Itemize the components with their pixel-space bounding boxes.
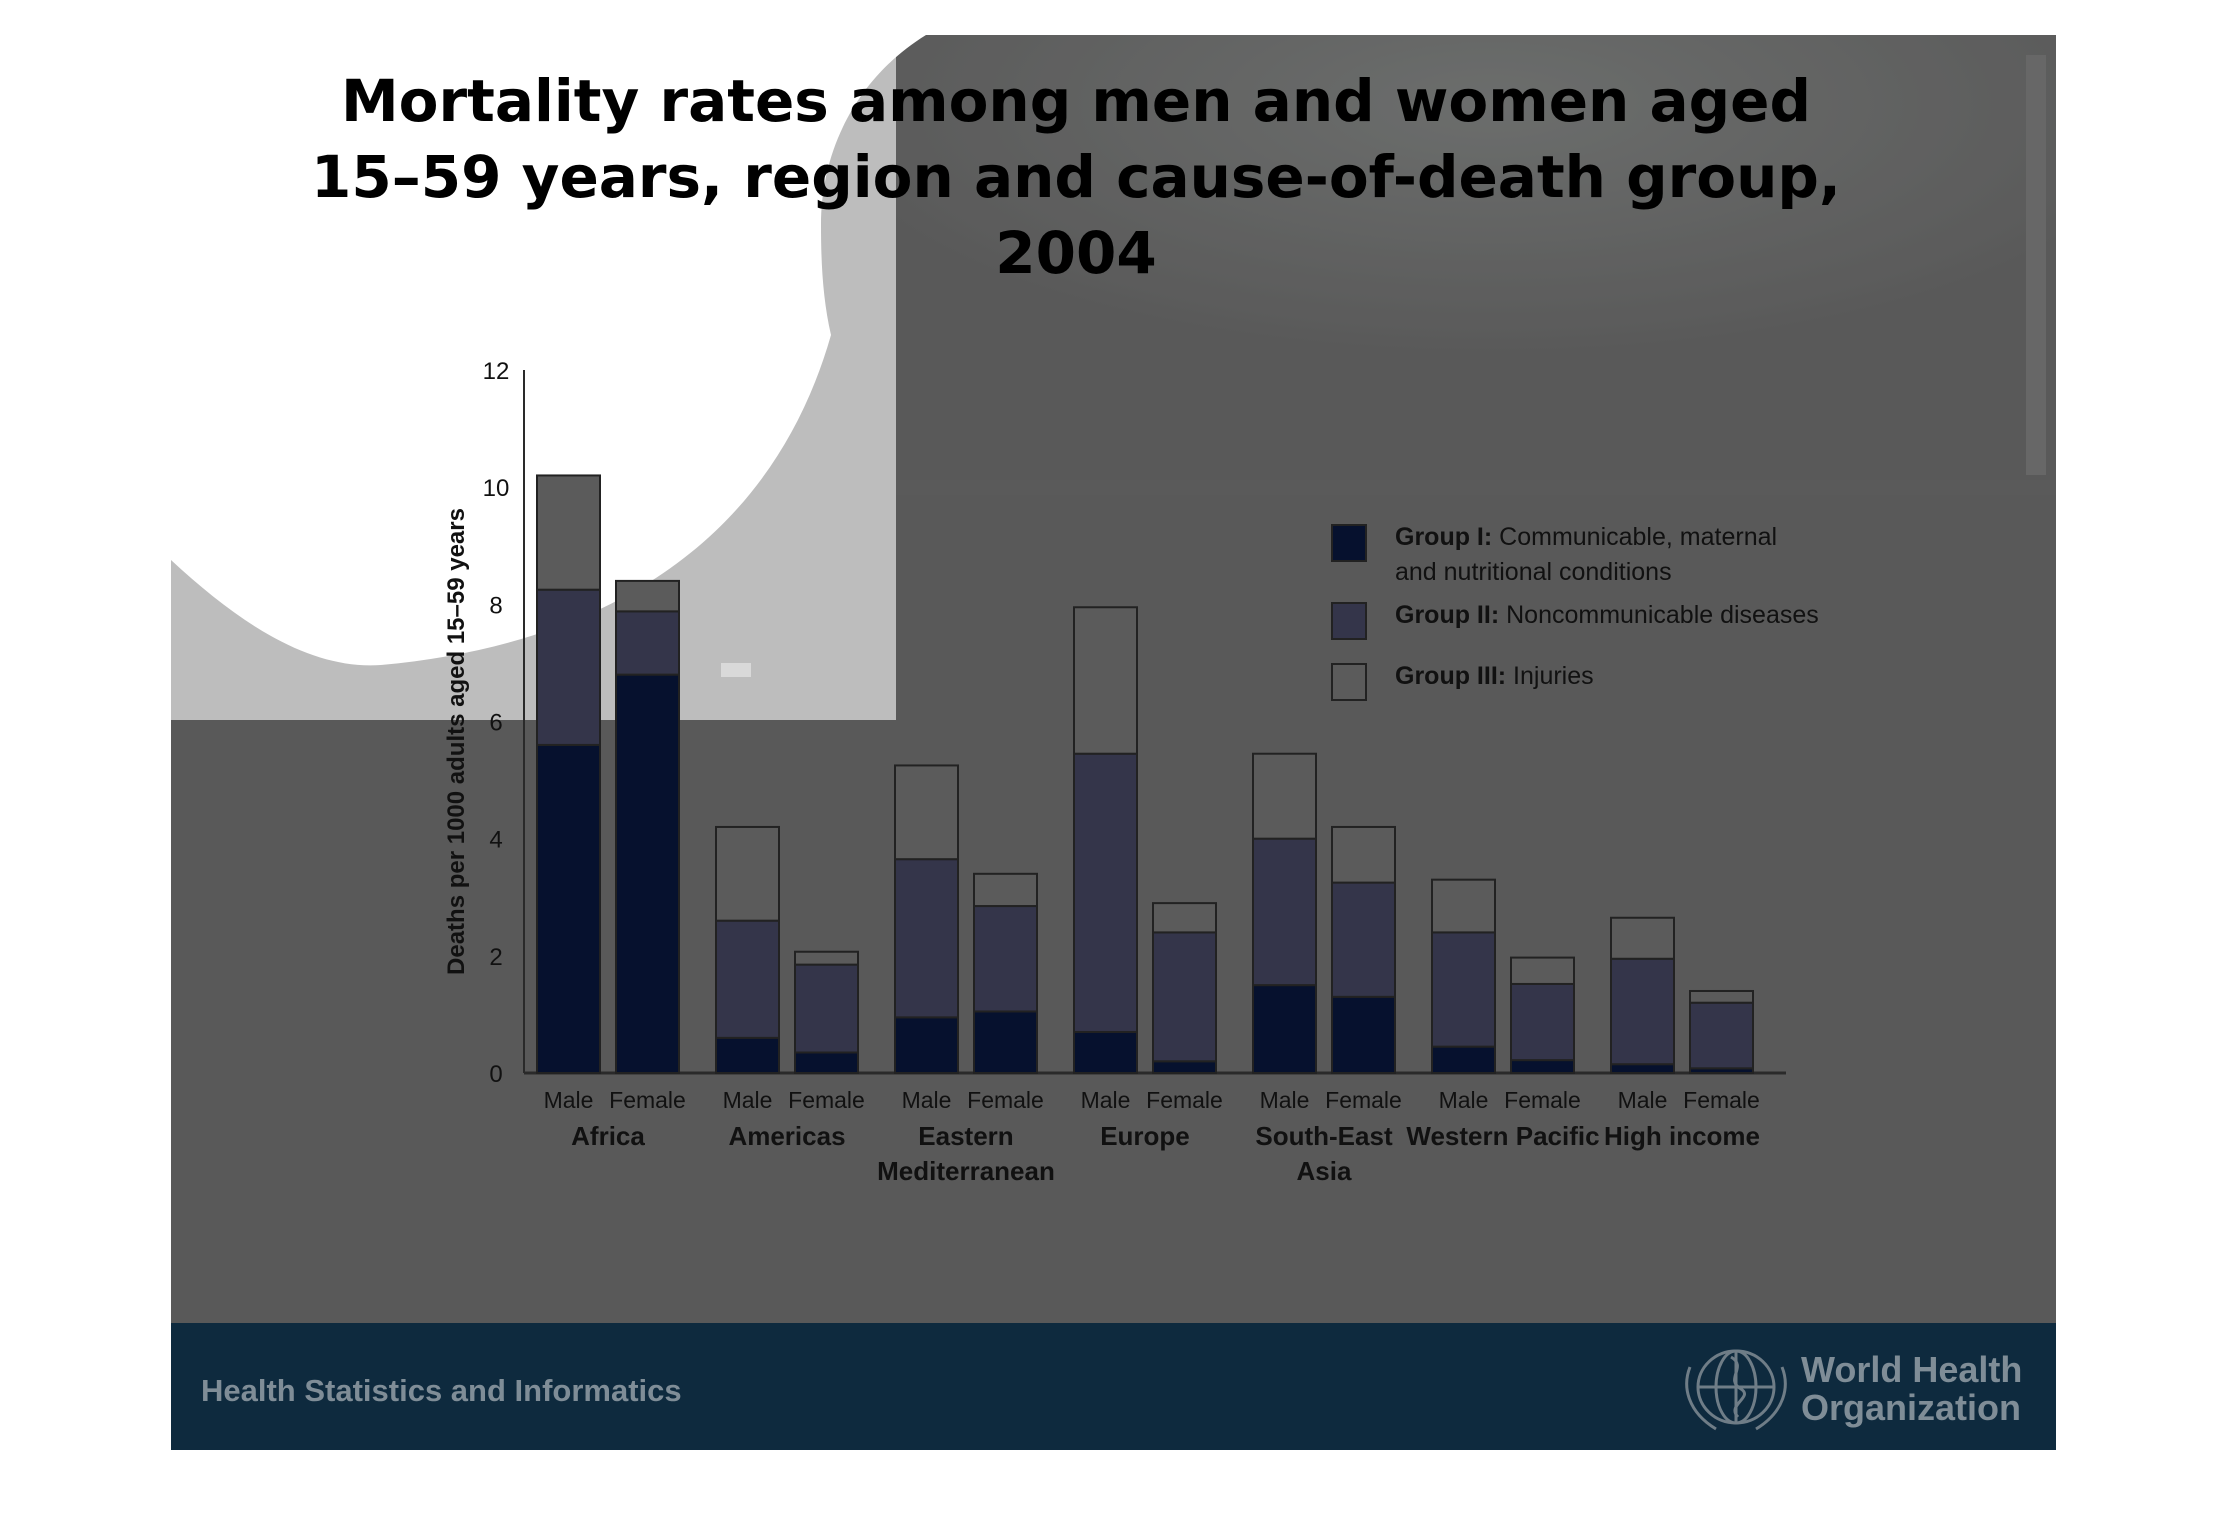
title-line-3: 2004	[995, 219, 1157, 287]
bar-segment-group-iii	[794, 950, 859, 966]
x-sex-label: Female	[1325, 1087, 1402, 1113]
bar-segment-group-iii	[1073, 606, 1138, 755]
x-sex-label: Female	[788, 1087, 865, 1113]
bar-segment-group-ii	[1431, 931, 1496, 1048]
legend-swatch-group-iii	[1331, 663, 1367, 701]
x-region-label: High income	[1604, 1121, 1760, 1151]
slide-background-graphic	[171, 35, 2056, 720]
bar-segment-group-ii	[715, 919, 780, 1039]
bar-segment-group-ii	[973, 905, 1038, 1013]
bar-segment-group-i	[1610, 1063, 1675, 1075]
bar-segment-group-iii	[1431, 878, 1496, 934]
who-organization-name: World Health Organization	[1801, 1351, 2022, 1427]
bar-segment-group-ii	[1689, 1001, 1754, 1070]
bar-segment-group-i	[1073, 1030, 1138, 1074]
x-region-label: Europe	[1100, 1121, 1190, 1151]
bar-segment-group-iii	[973, 872, 1038, 908]
y-tick-label: 0	[489, 1061, 502, 1088]
who-emblem-icon	[1685, 1349, 1787, 1431]
bar-segment-group-iii	[1689, 989, 1754, 1004]
x-sex-label: Female	[967, 1087, 1044, 1113]
who-name-line-2: Organization	[1801, 1387, 2022, 1428]
x-region-label: Americas	[728, 1121, 845, 1151]
legend-swatch-group-ii	[1331, 602, 1367, 640]
x-sex-label: Male	[544, 1087, 594, 1113]
x-region-label: Western Pacific	[1406, 1121, 1599, 1151]
y-tick-label: 6	[489, 710, 502, 737]
chart-title: Mortality rates among men and women aged…	[171, 63, 1981, 291]
x-sex-label: Male	[1260, 1087, 1310, 1113]
bar-segment-group-i	[1431, 1045, 1496, 1075]
bar-segment-group-iii	[715, 825, 780, 922]
bar-segment-group-ii	[894, 858, 959, 1019]
bar-segment-group-iii	[1331, 825, 1396, 884]
bar-segment-group-i	[1510, 1059, 1575, 1075]
x-sex-label: Male	[902, 1087, 952, 1113]
bar-segment-group-i	[894, 1016, 959, 1074]
bar-segment-group-ii	[1331, 881, 1396, 998]
y-tick-label: 8	[489, 592, 502, 619]
x-sex-label: Female	[609, 1087, 686, 1113]
bar-segment-group-iii	[615, 579, 680, 613]
x-sex-label: Female	[1146, 1087, 1223, 1113]
y-axis-title: Deaths per 1000 adults aged 15–59 years	[443, 508, 470, 975]
x-sex-label: Female	[1504, 1087, 1581, 1113]
legend-swatch-group-i	[1331, 524, 1367, 562]
bar-segment-group-ii	[1252, 837, 1317, 987]
bar-segment-group-iii	[1152, 902, 1217, 934]
title-line-2: 15–59 years, region and cause-of-death g…	[311, 143, 1841, 211]
bar-segment-group-ii	[1610, 957, 1675, 1066]
legend-label-continued: and nutritional conditions	[1395, 558, 1672, 586]
bar-segment-group-iii	[1610, 916, 1675, 960]
bar-segment-group-iii	[1252, 752, 1317, 840]
bar-segment-group-i	[1252, 984, 1317, 1074]
bar-segment-group-iii	[894, 764, 959, 861]
x-region-label: Asia	[1297, 1156, 1352, 1186]
x-region-label: Africa	[571, 1121, 645, 1151]
y-tick-label: 12	[483, 358, 510, 385]
bar-segment-group-i	[1152, 1060, 1217, 1074]
bar-segment-group-i	[715, 1036, 780, 1074]
x-region-label: South-East	[1255, 1121, 1393, 1151]
footer-department-text: Health Statistics and Informatics	[201, 1373, 682, 1408]
mortality-chart: 0 2 4 6 8 10 12 Deaths per 1000 adults aged 15–…	[443, 358, 1819, 1186]
x-sex-label: Male	[1439, 1087, 1489, 1113]
x-sex-label: Male	[1081, 1087, 1131, 1113]
bar-segment-group-ii	[794, 963, 859, 1054]
bar-segment-group-i	[536, 743, 601, 1075]
bar-segment-group-i	[973, 1010, 1038, 1074]
bar-segment-group-iii	[1510, 956, 1575, 985]
bar-segment-group-i	[794, 1051, 859, 1075]
x-sex-label: Male	[723, 1087, 773, 1113]
x-sex-label: Female	[1683, 1087, 1760, 1113]
y-tick-label: 4	[489, 827, 502, 854]
bar-segment-group-ii	[1510, 982, 1575, 1062]
x-region-label: Eastern	[918, 1121, 1013, 1151]
title-line-1: Mortality rates among men and women aged	[340, 67, 1812, 135]
slide: Mortality rates among men and women aged…	[171, 35, 2056, 1450]
who-name-line-1: World Health	[1801, 1349, 2023, 1390]
legend-label: Group II: Noncommunicable diseases	[1395, 601, 1819, 629]
bar-segment-group-i	[1331, 995, 1396, 1075]
y-tick-label: 10	[483, 475, 510, 502]
x-region-label: Mediterranean	[877, 1156, 1055, 1186]
bar-segment-group-i	[615, 673, 680, 1075]
x-sex-label: Male	[1618, 1087, 1668, 1113]
bar-segment-group-ii	[1152, 931, 1217, 1063]
bar-segment-group-ii	[615, 610, 680, 676]
bar-segment-group-iii	[536, 474, 601, 591]
bar-segment-group-ii	[1073, 752, 1138, 1033]
y-tick-label: 2	[489, 944, 502, 971]
bar-segment-group-ii	[536, 588, 601, 746]
legend-label: Group I: Communicable, maternal	[1395, 523, 1777, 551]
footer-bar: Health Statistics and Informatics World …	[171, 1323, 2056, 1450]
legend-label: Group III: Injuries	[1395, 662, 1594, 690]
